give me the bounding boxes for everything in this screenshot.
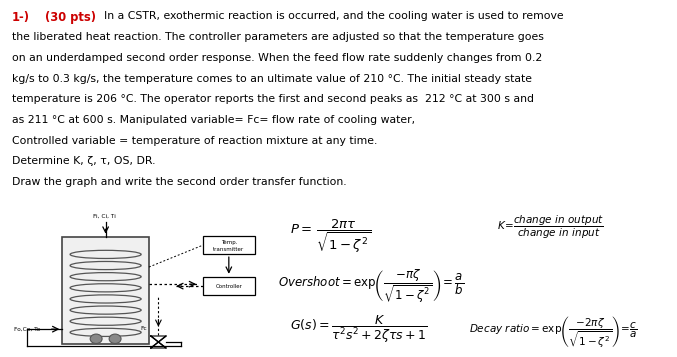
Bar	[203, 277, 255, 295]
Bar	[203, 236, 255, 254]
Text: Determine K, ζ, τ, OS, DR.: Determine K, ζ, τ, OS, DR.	[12, 156, 156, 166]
Text: In a CSTR, exothermic reaction is occurred, and the cooling water is used to rem: In a CSTR, exothermic reaction is occurr…	[104, 11, 563, 21]
Text: as 211 °C at 600 s. Manipulated variable= Fc= flow rate of cooling water,: as 211 °C at 600 s. Manipulated variable…	[12, 115, 415, 125]
Text: the liberated heat reaction. The controller parameters are adjusted so that the : the liberated heat reaction. The control…	[12, 32, 544, 42]
Text: $G(s)=\dfrac{K}{\tau^{2}s^{2}+2\zeta\tau s+1}$: $G(s)=\dfrac{K}{\tau^{2}s^{2}+2\zeta\tau…	[290, 314, 427, 345]
Text: $K\!=\!\dfrac{\mathit{change\ in\ output}}{\mathit{change\ in\ input}}$: $K\!=\!\dfrac{\mathit{change\ in\ output…	[497, 213, 605, 241]
Text: $Overshoot = \exp\!\left(\dfrac{-\pi\zeta}{\sqrt{1-\zeta^{2}}}\right) = \dfrac{a: $Overshoot = \exp\!\left(\dfrac{-\pi\zet…	[278, 267, 464, 305]
Text: $P =\, \dfrac{2\pi\tau}{\sqrt{1-\zeta^{2}}}$: $P =\, \dfrac{2\pi\tau}{\sqrt{1-\zeta^{2…	[290, 218, 370, 255]
Text: 1-): 1-)	[12, 11, 30, 24]
Text: temperature is 206 °C. The operator reports the first and second peaks as  212 °: temperature is 206 °C. The operator repo…	[12, 94, 534, 104]
Text: Controller: Controller	[215, 283, 242, 288]
Text: on an underdamped second order response. When the feed flow rate suddenly change: on an underdamped second order response.…	[12, 53, 542, 63]
Circle shape	[90, 334, 102, 343]
Text: Controlled variable = temperature of reaction mixture at any time.: Controlled variable = temperature of rea…	[12, 136, 378, 146]
Text: transmitter: transmitter	[213, 247, 244, 252]
Text: Fc: Fc	[140, 326, 147, 331]
Text: $Decay\ ratio = \exp\!\left(\dfrac{-2\pi\zeta}{\sqrt{1-\zeta^{2}}}\right)\!=\!\d: $Decay\ ratio = \exp\!\left(\dfrac{-2\pi…	[469, 314, 638, 350]
Text: Draw the graph and write the second order transfer function.: Draw the graph and write the second orde…	[12, 177, 347, 187]
Text: kg/s to 0.3 kg/s, the temperature comes to an ultimate value of 210 °C. The init: kg/s to 0.3 kg/s, the temperature comes …	[12, 74, 532, 84]
Text: Temp.: Temp.	[221, 240, 237, 246]
Text: (30 pts): (30 pts)	[45, 11, 95, 24]
Text: Fi, Ci, Ti: Fi, Ci, Ti	[93, 214, 116, 219]
Circle shape	[109, 334, 121, 343]
Bar	[62, 237, 149, 344]
Text: Fo,Co, To: Fo,Co, To	[14, 327, 40, 332]
